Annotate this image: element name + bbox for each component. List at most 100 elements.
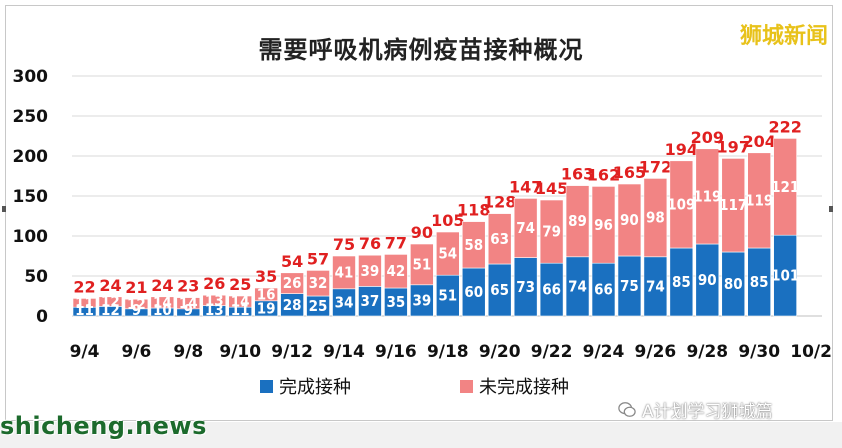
total-label: 26 (203, 274, 225, 293)
bar-incomplete (384, 254, 408, 289)
x-tick-label: 9/26 (635, 342, 677, 362)
bar-incomplete (669, 160, 694, 249)
data-label-completed: 35 (387, 293, 406, 311)
data-label-incomplete: 109 (667, 195, 695, 213)
data-label-incomplete: 14 (179, 294, 198, 312)
data-label-completed: 74 (646, 277, 665, 295)
chart-frame (5, 5, 833, 421)
data-label-incomplete: 41 (335, 263, 354, 281)
bar-incomplete (280, 272, 304, 294)
chart-title: 需要呼吸机病例疫苗接种概况 (258, 36, 584, 64)
total-label: 128 (483, 193, 516, 212)
total-label: 105 (431, 211, 464, 230)
resize-handle-right[interactable] (829, 206, 833, 212)
total-label: 21 (125, 278, 147, 297)
wechat-icon (618, 401, 636, 417)
data-label-completed: 9 (184, 301, 193, 319)
wechat-account-label: A计划学习狮城篇 (618, 397, 773, 422)
data-label-incomplete: 39 (361, 262, 380, 280)
x-tick-label: 9/4 (70, 342, 100, 362)
y-tick-label: 300 (13, 67, 49, 87)
data-label-completed: 75 (620, 277, 639, 295)
bar-incomplete (150, 296, 175, 309)
total-label: 57 (307, 249, 329, 268)
data-label-completed: 9 (132, 301, 141, 319)
brand-logo-text: 狮城新闻 (739, 24, 828, 49)
total-label: 23 (177, 277, 199, 296)
bar-incomplete (695, 148, 720, 245)
bar-incomplete (513, 198, 538, 258)
total-label: 162 (587, 165, 620, 184)
bottom-strip (0, 422, 842, 448)
data-label-incomplete: 63 (490, 230, 509, 248)
total-label: 90 (411, 223, 433, 242)
data-label-incomplete: 119 (693, 187, 721, 205)
data-label-incomplete: 12 (101, 293, 120, 311)
total-label: 197 (717, 137, 750, 156)
data-label-completed: 12 (101, 301, 120, 319)
data-label-incomplete: 13 (205, 291, 224, 309)
y-tick-label: 200 (13, 147, 49, 167)
legend-item-incomplete: 未完成接种 (460, 373, 569, 399)
total-label: 163 (561, 165, 594, 184)
x-tick-label: 9/12 (271, 342, 313, 362)
total-label: 118 (457, 201, 490, 220)
bar-incomplete (306, 270, 330, 297)
x-tick-label: 9/14 (323, 342, 365, 362)
bar-incomplete (176, 297, 201, 310)
bar-incomplete (773, 138, 797, 236)
data-label-completed: 66 (594, 281, 613, 299)
data-label-incomplete: 119 (745, 191, 773, 209)
data-label-completed: 66 (542, 281, 561, 299)
data-label-incomplete: 121 (771, 178, 799, 196)
bar-incomplete (202, 294, 227, 306)
data-label-incomplete: 117 (719, 196, 747, 214)
total-label: 209 (691, 128, 724, 147)
x-tick-label: 9/6 (121, 342, 151, 362)
x-tick-label: 9/28 (686, 342, 728, 362)
data-label-incomplete: 89 (568, 212, 587, 230)
data-label-completed: 85 (672, 273, 691, 291)
bar-incomplete (254, 287, 278, 302)
total-label: 25 (229, 275, 251, 294)
data-label-completed: 65 (490, 281, 509, 299)
wechat-account-name: A计划学习狮城篇 (642, 402, 773, 422)
bar-incomplete (98, 296, 123, 307)
data-label-incomplete: 96 (594, 216, 613, 234)
data-label-incomplete: 11 (75, 294, 94, 312)
y-tick-label: 150 (13, 187, 49, 207)
bar-incomplete (410, 243, 434, 286)
total-label: 76 (359, 234, 381, 253)
y-tick-label: 0 (36, 307, 48, 327)
x-tick-label: 9/16 (375, 342, 417, 362)
data-label-completed: 10 (153, 301, 172, 319)
data-label-completed: 11 (231, 301, 250, 319)
bar-incomplete (72, 298, 97, 308)
y-tick-label: 50 (24, 267, 48, 287)
bar-incomplete (591, 186, 616, 264)
total-label: 24 (151, 276, 173, 295)
total-label: 54 (281, 252, 303, 271)
data-label-completed: 28 (283, 296, 302, 314)
resize-handle-left[interactable] (2, 206, 6, 212)
y-tick-label: 250 (13, 107, 49, 127)
site-watermark: shicheng.news (0, 412, 207, 440)
data-label-incomplete: 32 (309, 274, 328, 292)
data-label-incomplete: 58 (464, 236, 483, 254)
total-label: 35 (255, 267, 277, 286)
data-label-completed: 25 (309, 297, 328, 315)
data-label-completed: 51 (438, 287, 457, 305)
data-label-incomplete: 26 (283, 274, 302, 292)
legend-item-completed: 完成接种 (260, 373, 351, 399)
data-label-completed: 80 (724, 275, 743, 293)
bar-incomplete (487, 213, 512, 265)
data-label-incomplete: 42 (387, 262, 406, 280)
x-tick-label: 9/18 (427, 342, 469, 362)
x-tick-label: 9/8 (173, 342, 203, 362)
bar-incomplete (617, 183, 642, 257)
bar-incomplete (643, 178, 668, 258)
data-label-completed: 90 (698, 271, 717, 289)
data-label-completed: 11 (75, 301, 94, 319)
data-label-incomplete: 51 (412, 255, 431, 273)
total-label: 24 (99, 276, 121, 295)
